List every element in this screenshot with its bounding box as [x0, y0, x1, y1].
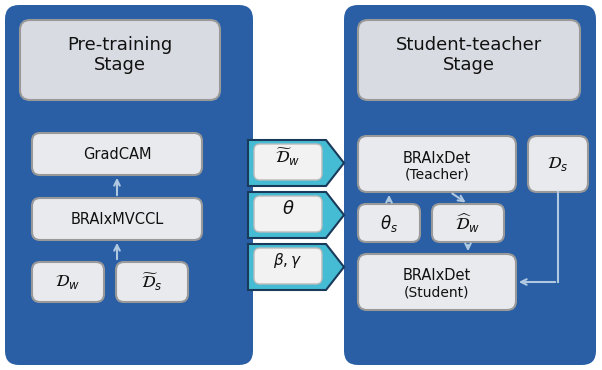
FancyBboxPatch shape: [358, 20, 580, 100]
Text: Stage: Stage: [94, 56, 146, 74]
FancyBboxPatch shape: [20, 20, 220, 100]
Text: $\theta$: $\theta$: [282, 200, 294, 218]
Text: $\mathcal{D}_w$: $\mathcal{D}_w$: [55, 273, 81, 291]
Text: $\theta_s$: $\theta_s$: [380, 212, 398, 233]
Text: BRAIxDet: BRAIxDet: [403, 269, 471, 283]
FancyBboxPatch shape: [344, 5, 596, 365]
Text: (Teacher): (Teacher): [405, 167, 470, 181]
FancyBboxPatch shape: [32, 198, 202, 240]
FancyBboxPatch shape: [254, 144, 322, 180]
Text: Student-teacher: Student-teacher: [396, 36, 542, 54]
FancyBboxPatch shape: [358, 254, 516, 310]
Text: $\beta, \gamma$: $\beta, \gamma$: [273, 252, 303, 270]
Text: BRAIxMVCCL: BRAIxMVCCL: [70, 212, 164, 226]
Text: Pre-training: Pre-training: [67, 36, 173, 54]
Text: (Student): (Student): [405, 285, 470, 299]
FancyBboxPatch shape: [32, 133, 202, 175]
Polygon shape: [248, 192, 344, 238]
Text: $\widetilde{\mathcal{D}}_w$: $\widetilde{\mathcal{D}}_w$: [276, 146, 300, 168]
FancyBboxPatch shape: [432, 204, 504, 242]
FancyBboxPatch shape: [358, 204, 420, 242]
Text: $\widetilde{\mathcal{D}}_s$: $\widetilde{\mathcal{D}}_s$: [141, 271, 163, 293]
FancyBboxPatch shape: [528, 136, 588, 192]
FancyBboxPatch shape: [32, 262, 104, 302]
Polygon shape: [248, 140, 344, 186]
Text: BRAIxDet: BRAIxDet: [403, 151, 471, 165]
FancyBboxPatch shape: [116, 262, 188, 302]
FancyBboxPatch shape: [254, 248, 322, 284]
Polygon shape: [248, 244, 344, 290]
Text: $\widehat{\mathcal{D}}_w$: $\widehat{\mathcal{D}}_w$: [456, 212, 480, 235]
FancyBboxPatch shape: [5, 5, 253, 365]
FancyBboxPatch shape: [358, 136, 516, 192]
Text: $\mathcal{D}_s$: $\mathcal{D}_s$: [547, 155, 569, 173]
FancyBboxPatch shape: [254, 196, 322, 232]
Text: Stage: Stage: [443, 56, 495, 74]
Text: GradCAM: GradCAM: [82, 147, 151, 161]
